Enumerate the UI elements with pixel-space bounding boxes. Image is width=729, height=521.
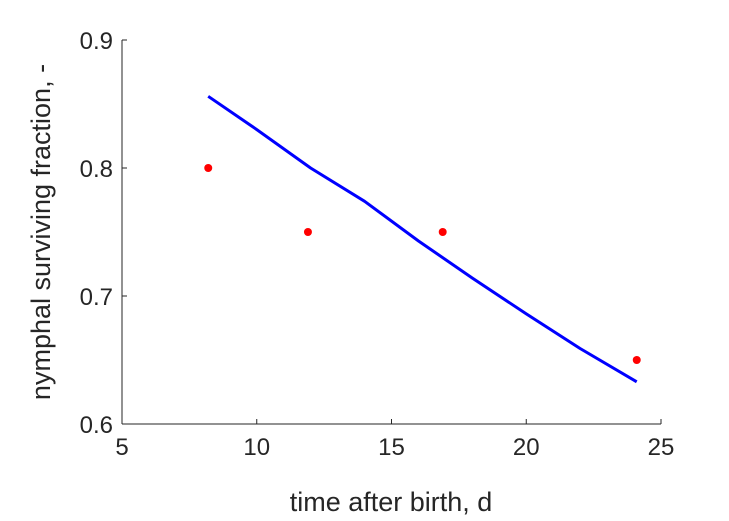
y-tick-label: 0.6 [80,412,113,439]
fit-curve [207,95,638,384]
data-point [438,228,447,236]
y-tick-label: 0.9 [80,28,113,55]
y-tick-label: 0.8 [80,156,113,183]
data-point [204,164,213,172]
x-axis-label: time after birth, d [290,487,493,517]
x-tick-label: 25 [648,434,675,461]
x-tick-label: 15 [378,434,405,461]
axes [121,40,661,425]
x-tick-label: 20 [513,434,540,461]
plot-area [204,95,641,384]
data-point [632,356,641,364]
y-tick-label: 0.7 [80,284,113,311]
x-tick-label: 5 [115,434,128,461]
y-axis-label: nymphal surviving fraction, - [26,64,56,400]
ticks: 5 10 15 20 25 0.6 0.7 0.8 0.9 [80,28,675,461]
data-point [303,228,312,236]
x-tick-label: 10 [243,434,270,461]
